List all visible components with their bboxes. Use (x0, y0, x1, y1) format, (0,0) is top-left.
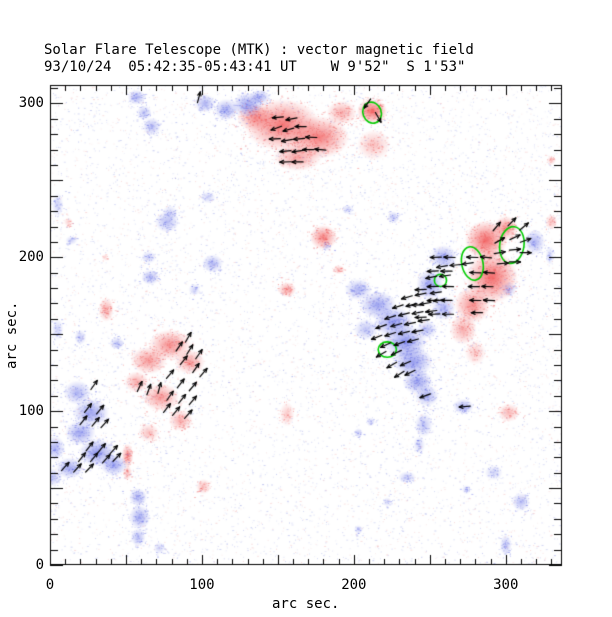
figure-subtitle: 93/10/24 05:42:35-05:43:41 UT W 9'52" S … (44, 59, 466, 75)
x-tick-label: 300 (493, 577, 519, 593)
x-tick-label: 200 (341, 577, 367, 593)
y-tick-label: 300 (18, 95, 44, 112)
figure-title: Solar Flare Telescope (MTK) : vector mag… (44, 42, 474, 58)
x-axis-label: arc sec. (272, 596, 340, 612)
y-axis-label: arc sec. (4, 301, 20, 369)
y-tick-label: 100 (18, 403, 44, 420)
y-tick-label: 200 (18, 249, 44, 266)
x-tick-label: 100 (189, 577, 215, 593)
x-tick-label: 0 (45, 577, 55, 593)
y-tick-label: 0 (35, 557, 44, 573)
